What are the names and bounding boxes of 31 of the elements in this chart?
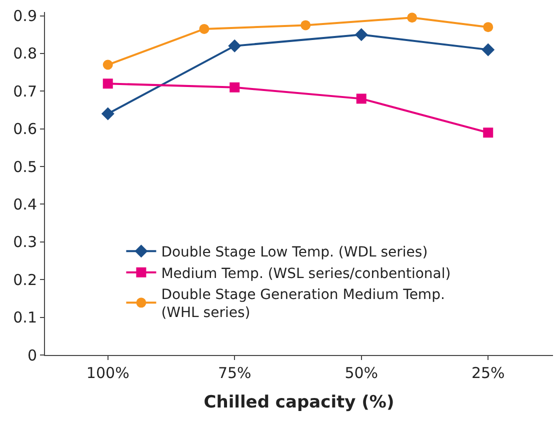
y-tick-label: 0.3	[13, 233, 37, 252]
x-axis-title: Chilled capacity (%)	[204, 392, 394, 412]
y-tick-label: 0.1	[13, 308, 37, 327]
point	[102, 60, 113, 70]
y-tick-label: 0.2	[13, 270, 37, 289]
point	[483, 22, 494, 32]
y-tick-label: 0.5	[13, 158, 37, 176]
point	[354, 28, 368, 42]
point	[356, 94, 366, 104]
legend-label: Double Stage Generation Medium Temp. (WHL series)	[161, 287, 445, 322]
point	[483, 128, 494, 138]
y-tick-label: 0	[27, 346, 37, 364]
x-tick-label: 25%	[471, 364, 505, 382]
legend-label: Double Stage Low Temp. (WDL series)	[161, 244, 428, 261]
x-tick-label: 100%	[86, 364, 130, 382]
point	[101, 107, 114, 120]
y-tick-label: 0.9	[13, 7, 37, 26]
point	[300, 20, 311, 30]
point	[228, 39, 242, 52]
x-tick-label: 75%	[218, 364, 252, 382]
x-tick-label: 50%	[344, 364, 378, 382]
y-tick-label: 0.6	[13, 120, 37, 138]
point	[407, 12, 418, 23]
point	[482, 43, 495, 56]
point	[199, 24, 210, 34]
y-tick-label: 0.4	[13, 195, 37, 214]
point	[102, 78, 113, 89]
y-tick-label: 0.8	[13, 44, 37, 63]
point	[230, 82, 240, 92]
y-tick-label: 0.7	[13, 82, 37, 100]
legend-label: Medium Temp. (WSL series/conbentional)	[161, 266, 451, 282]
